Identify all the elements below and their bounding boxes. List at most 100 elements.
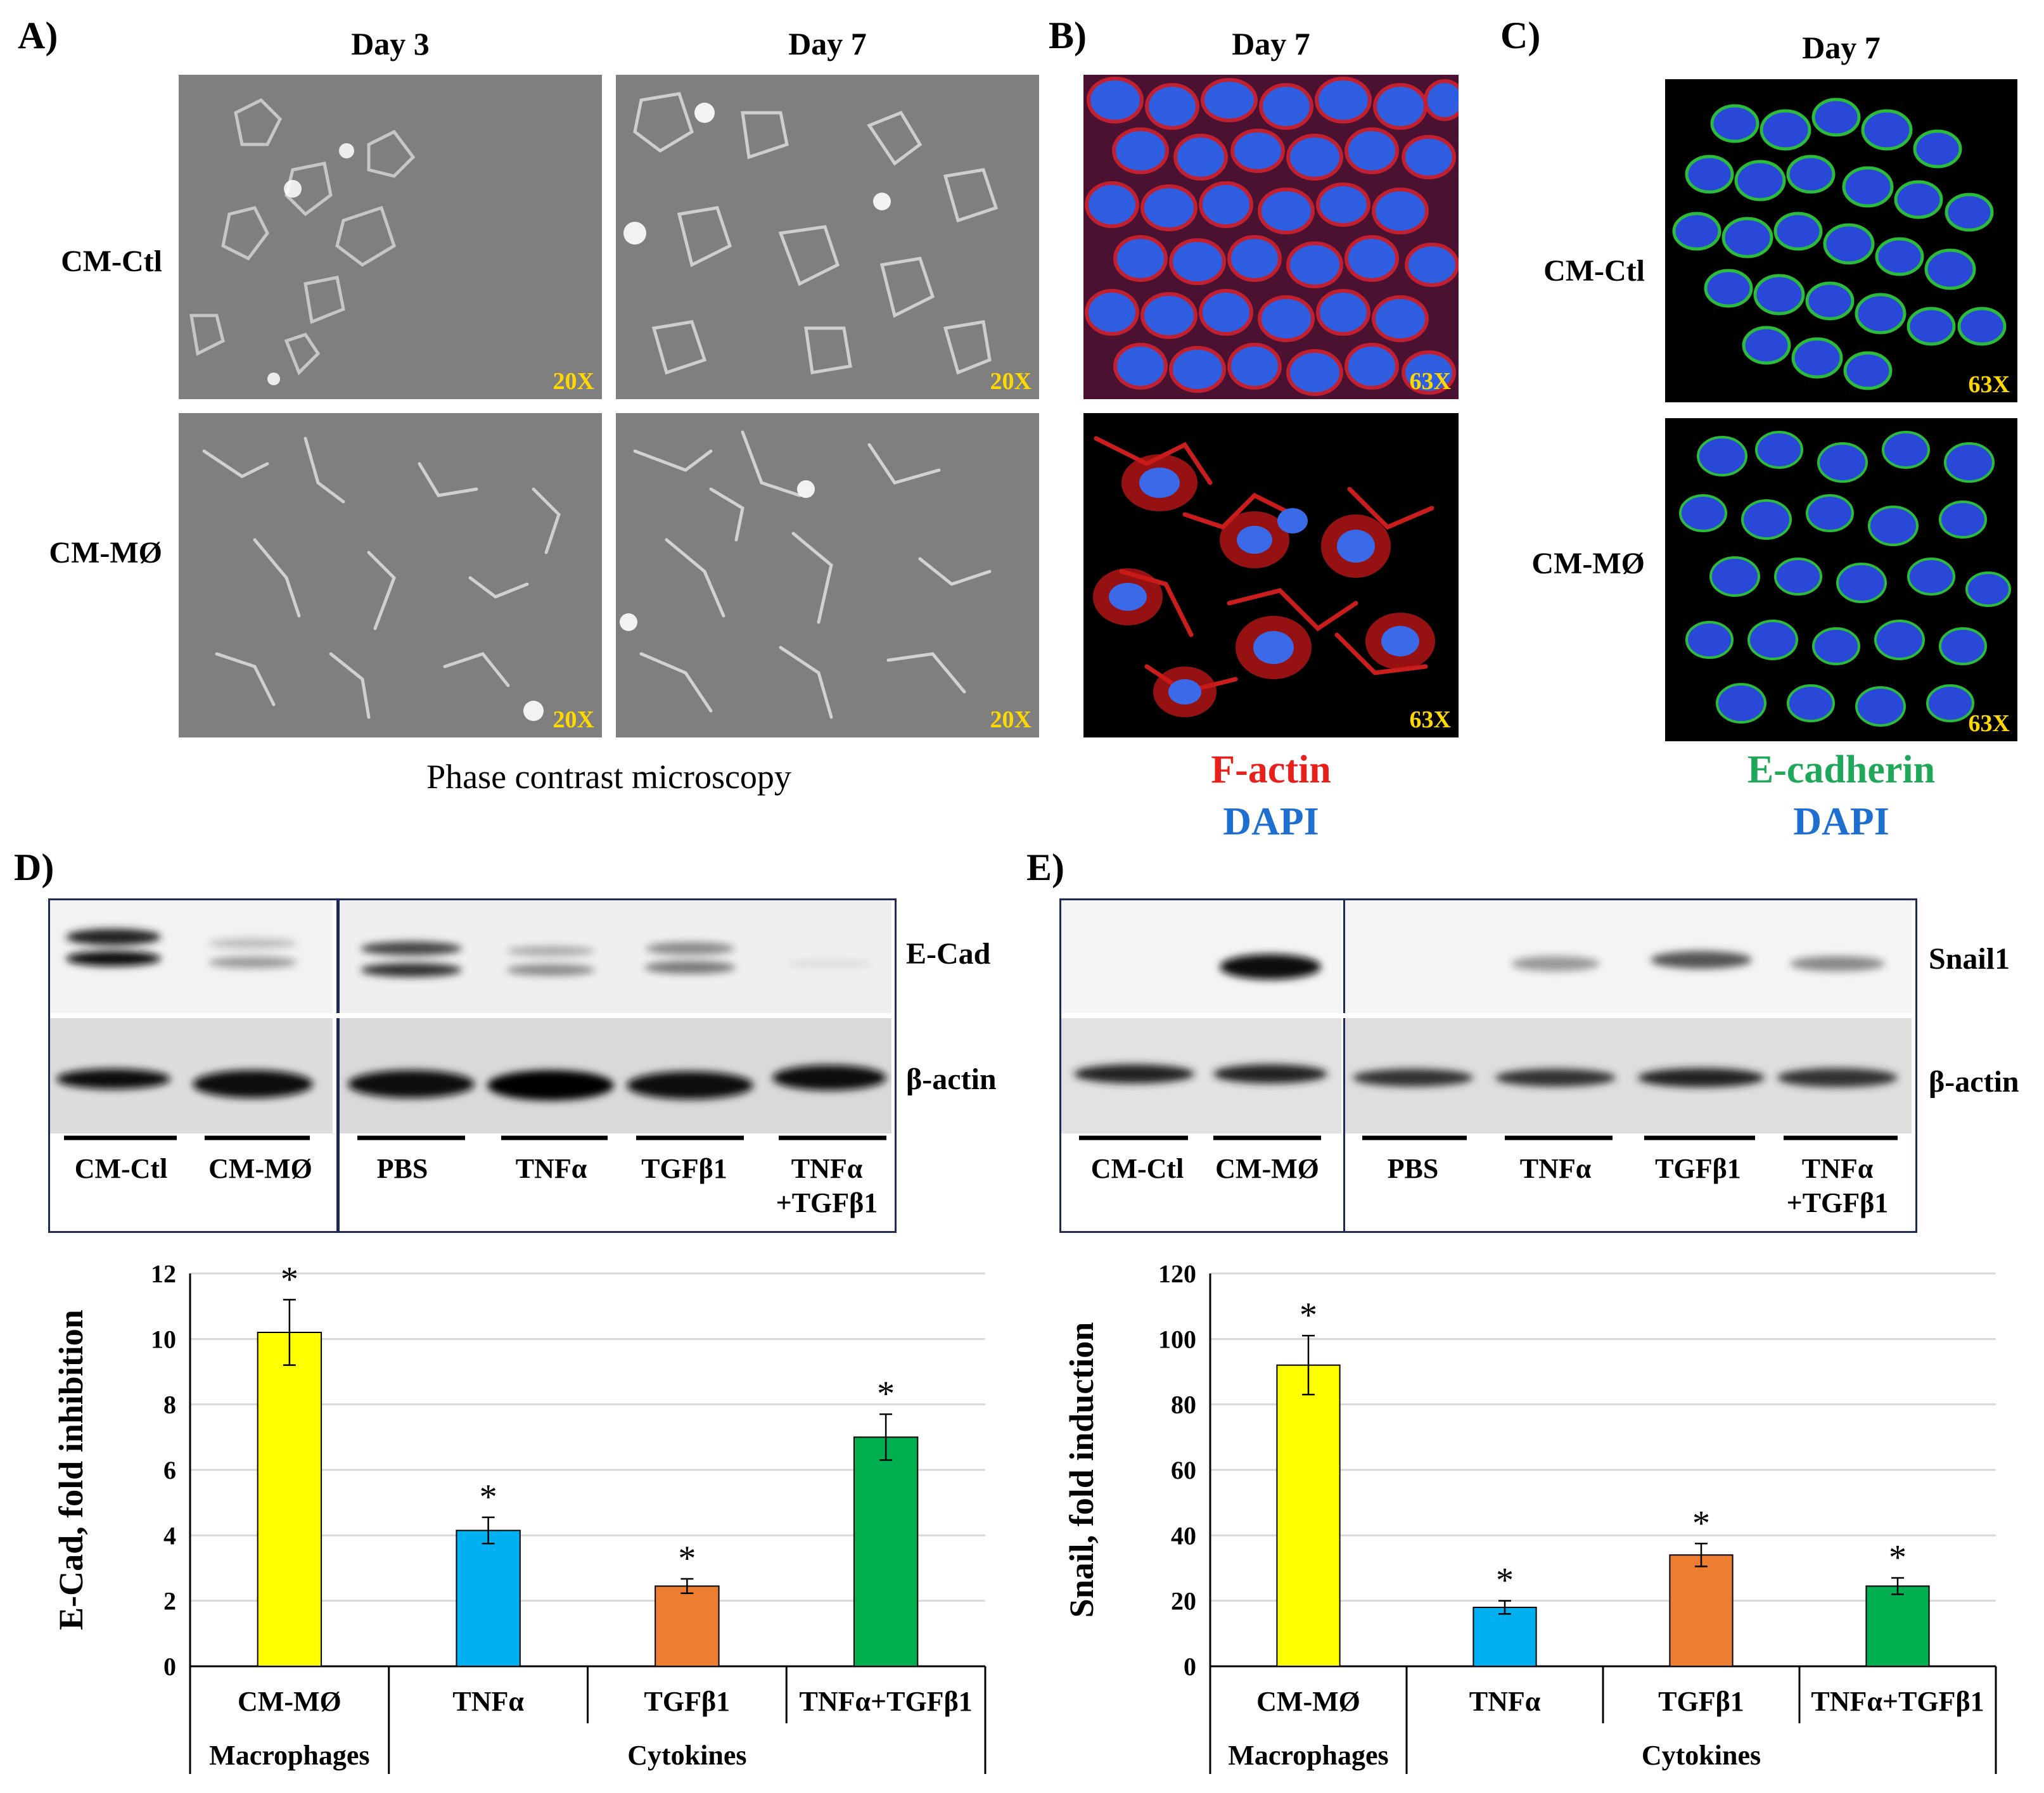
bar	[1472, 1607, 1537, 1667]
blot-d-lane: CM-MØ	[208, 1153, 312, 1184]
mag-label: 20X	[990, 706, 1032, 733]
blot-e-lane: CM-Ctl	[1090, 1153, 1184, 1184]
fluor-cells	[1679, 431, 2011, 727]
category-label: TGFβ1	[644, 1686, 731, 1717]
significance-star: *	[1300, 1296, 1317, 1335]
blot-d-bands	[50, 900, 891, 1133]
significance-star: *	[678, 1539, 696, 1578]
y-tick-label: 120	[1158, 1260, 1196, 1288]
y-tick-label: 12	[151, 1260, 176, 1288]
panel-a-caption: Phase contrast microscopy	[426, 758, 791, 796]
stain-factin-label: F-actin	[1211, 748, 1331, 791]
chart-e-snail: 0 20 40 60 80 100 120 * CM-MØ * TNFα * TGFβ1 * TNFα+TG…	[1063, 1260, 1997, 1774]
panel-e-letter: E)	[1026, 846, 1064, 888]
category-label: CM-MØ	[238, 1686, 342, 1717]
blot-d-lane-bars	[64, 1135, 886, 1140]
bar	[655, 1585, 720, 1668]
fluor-cells	[1093, 436, 1435, 717]
y-tick-label: 60	[1171, 1456, 1196, 1484]
stain-ecadherin-label: E-cadherin	[1747, 748, 1936, 791]
bar	[1669, 1554, 1734, 1668]
y-axis-label: E-Cad, fold inhibition	[52, 1310, 90, 1630]
category-label: TNFα	[452, 1686, 524, 1717]
significance-star: *	[480, 1477, 497, 1517]
blot-d-lane: CM-Ctl	[74, 1153, 168, 1184]
phase-texture	[623, 92, 999, 375]
blot-d-lane: PBS	[376, 1153, 428, 1184]
mag-label: 20X	[990, 368, 1032, 395]
mag-label: 20X	[553, 368, 594, 395]
panel-a-row-mo: CM-MØ	[49, 536, 162, 570]
blot-e-lane-bars	[1079, 1135, 1898, 1140]
group-label: Cytokines	[627, 1740, 746, 1771]
panel-a-row-ctl: CM-Ctl	[61, 245, 162, 278]
blot-e-lane: CM-MØ	[1215, 1153, 1319, 1184]
category-label: TNFα+TGFβ1	[799, 1686, 972, 1717]
blot-e-bactin-label: β-actin	[1929, 1065, 2019, 1099]
bar	[1276, 1364, 1341, 1668]
panel-b-day7-heading: Day 7	[1232, 26, 1310, 61]
group-label: Macrophages	[209, 1740, 369, 1771]
fluor-cells	[1083, 75, 1459, 399]
chart-d-ecad: 0 2 4 6 8 10 12 * CM-MØ * TNFα * TGFβ1 * TNFα+TGFβ1 Mac…	[52, 1260, 987, 1774]
mag-label: 20X	[553, 706, 594, 733]
significance-star: *	[1496, 1561, 1514, 1600]
stain-dapi-label-c: DAPI	[1793, 800, 1889, 843]
blot-d-lane: TNFα	[515, 1153, 587, 1184]
phase-image-ctl-day3: 20X	[179, 75, 602, 399]
blot-e-snail-label: Snail1	[1929, 942, 2010, 976]
blot-d-lane: TGFβ1	[641, 1153, 727, 1184]
group-label: Cytokines	[1642, 1740, 1761, 1771]
y-tick-label: 20	[1171, 1587, 1196, 1616]
blot-e-bands	[1061, 900, 1912, 1133]
panel-c-day7-heading: Day 7	[1802, 30, 1881, 65]
blot-d-lane: TNFα +TGFβ1	[776, 1153, 878, 1218]
blot-e-lane: TNFα	[1519, 1153, 1592, 1184]
y-tick-label: 10	[151, 1325, 176, 1353]
bar	[257, 1332, 323, 1667]
y-tick-label: 6	[163, 1456, 176, 1484]
panel-a-letter: A)	[18, 15, 58, 56]
group-label: Macrophages	[1228, 1740, 1388, 1771]
panel-b-letter: B)	[1049, 15, 1087, 56]
fluor-image-ecad-ctl: 63X	[1665, 79, 2017, 402]
phase-image-ctl-day7: 20X	[616, 75, 1039, 399]
phase-texture	[189, 98, 416, 385]
fluor-cells	[1672, 98, 2007, 390]
phase-image-mo-day3: 20X	[179, 413, 602, 737]
phase-texture	[620, 430, 992, 719]
blot-e-lane: TNFα +TGFβ1	[1786, 1153, 1889, 1218]
phase-image-mo-day7: 20X	[616, 413, 1039, 737]
y-tick-label: 40	[1171, 1521, 1196, 1550]
significance-star: *	[1692, 1503, 1710, 1543]
category-label: CM-MØ	[1256, 1686, 1360, 1717]
mag-label: 63X	[1968, 371, 2010, 398]
bar	[456, 1529, 521, 1668]
phase-texture	[202, 437, 561, 721]
blot-e-lane: TGFβ1	[1655, 1153, 1741, 1184]
mag-label: 63X	[1409, 706, 1451, 733]
mag-label: 63X	[1409, 368, 1451, 395]
panel-c-letter: C)	[1500, 15, 1541, 56]
significance-star: *	[1889, 1538, 1907, 1578]
y-tick-label: 100	[1158, 1325, 1196, 1353]
panel-a-day7-heading: Day 7	[788, 26, 867, 61]
panel-c-row-mo: CM-MØ	[1531, 547, 1645, 580]
fluor-image-ecad-mo: 63X	[1665, 418, 2017, 741]
blot-d-bactin-label: β-actin	[906, 1062, 997, 1096]
mag-label: 63X	[1968, 710, 2010, 737]
panel-d-letter: D)	[14, 846, 54, 888]
fluor-image-factin-ctl: 63X	[1083, 75, 1459, 399]
y-tick-label: 8	[163, 1391, 176, 1419]
panel-c-row-ctl: CM-Ctl	[1543, 254, 1645, 288]
blot-e-lane: PBS	[1387, 1153, 1439, 1184]
significance-star: *	[877, 1374, 895, 1413]
y-axis-label: Snail, fold induction	[1063, 1322, 1101, 1618]
bar	[853, 1436, 919, 1667]
panel-a-day3-heading: Day 3	[351, 26, 430, 61]
significance-star: *	[281, 1260, 298, 1299]
category-label: TNFα	[1469, 1686, 1541, 1717]
stain-dapi-label-b: DAPI	[1223, 800, 1319, 843]
y-tick-label: 80	[1171, 1391, 1196, 1419]
fluor-image-factin-mo: 63X	[1083, 413, 1459, 737]
